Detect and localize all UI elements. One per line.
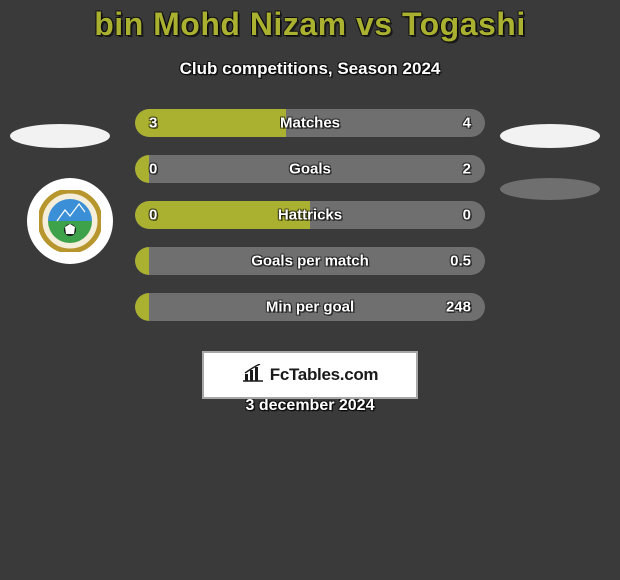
bar-left-fill [135, 109, 286, 137]
date-label: 3 december 2024 [0, 397, 620, 415]
bar-right-value: 4 [463, 115, 471, 132]
stat-bar: 3 Matches 4 [135, 109, 485, 137]
bar-chart-icon [242, 364, 264, 387]
bar-label: Hattricks [278, 207, 342, 224]
bar-label: Min per goal [266, 299, 354, 316]
stat-bar: 0 Hattricks 0 [135, 201, 485, 229]
bar-right-value: 0 [463, 207, 471, 224]
stat-bar: Min per goal 248 [135, 293, 485, 321]
bar-left-value: 0 [149, 161, 157, 178]
subtitle: Club competitions, Season 2024 [0, 59, 620, 79]
bar-left-fill [135, 247, 149, 275]
bar-label: Matches [280, 115, 340, 132]
brand-name: FcTables.com [270, 365, 379, 385]
bar-left-fill [135, 293, 149, 321]
bar-right-value: 2 [463, 161, 471, 178]
decorative-ellipse [500, 124, 600, 148]
crest-icon [39, 190, 101, 252]
team-crest [27, 178, 113, 264]
bar-right-value: 248 [446, 299, 471, 316]
stat-bar: 0 Goals 2 [135, 155, 485, 183]
bar-left-value: 0 [149, 207, 157, 224]
bar-label: Goals per match [251, 253, 369, 270]
bar-left-value: 3 [149, 115, 157, 132]
decorative-ellipse [500, 178, 600, 200]
stat-bar: Goals per match 0.5 [135, 247, 485, 275]
page-title: bin Mohd Nizam vs Togashi [0, 0, 620, 43]
bar-label: Goals [289, 161, 331, 178]
bar-right-value: 0.5 [450, 253, 471, 270]
brand-box: FcTables.com [202, 351, 418, 399]
decorative-ellipse [10, 124, 110, 148]
bar-left-fill [135, 155, 149, 183]
